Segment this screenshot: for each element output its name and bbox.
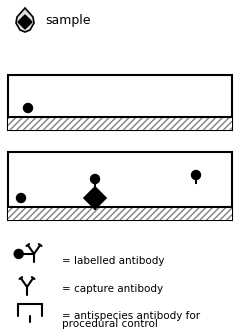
Bar [8, 75, 232, 130]
Text: = labelled antibody: = labelled antibody [62, 256, 164, 266]
Polygon shape [18, 15, 32, 29]
Circle shape [14, 249, 23, 258]
Polygon shape [16, 8, 34, 32]
Text: = capture antibody: = capture antibody [62, 284, 163, 294]
Circle shape [17, 193, 25, 203]
Text: = antispecies antibody for: = antispecies antibody for [62, 311, 200, 321]
Circle shape [24, 104, 32, 113]
Bar [8, 117, 232, 130]
Polygon shape [84, 187, 106, 209]
Text: procedural control: procedural control [62, 319, 158, 329]
Bar [8, 152, 232, 220]
Bar [8, 207, 232, 220]
Circle shape [192, 170, 200, 180]
Circle shape [90, 174, 100, 184]
Text: sample: sample [45, 14, 90, 27]
